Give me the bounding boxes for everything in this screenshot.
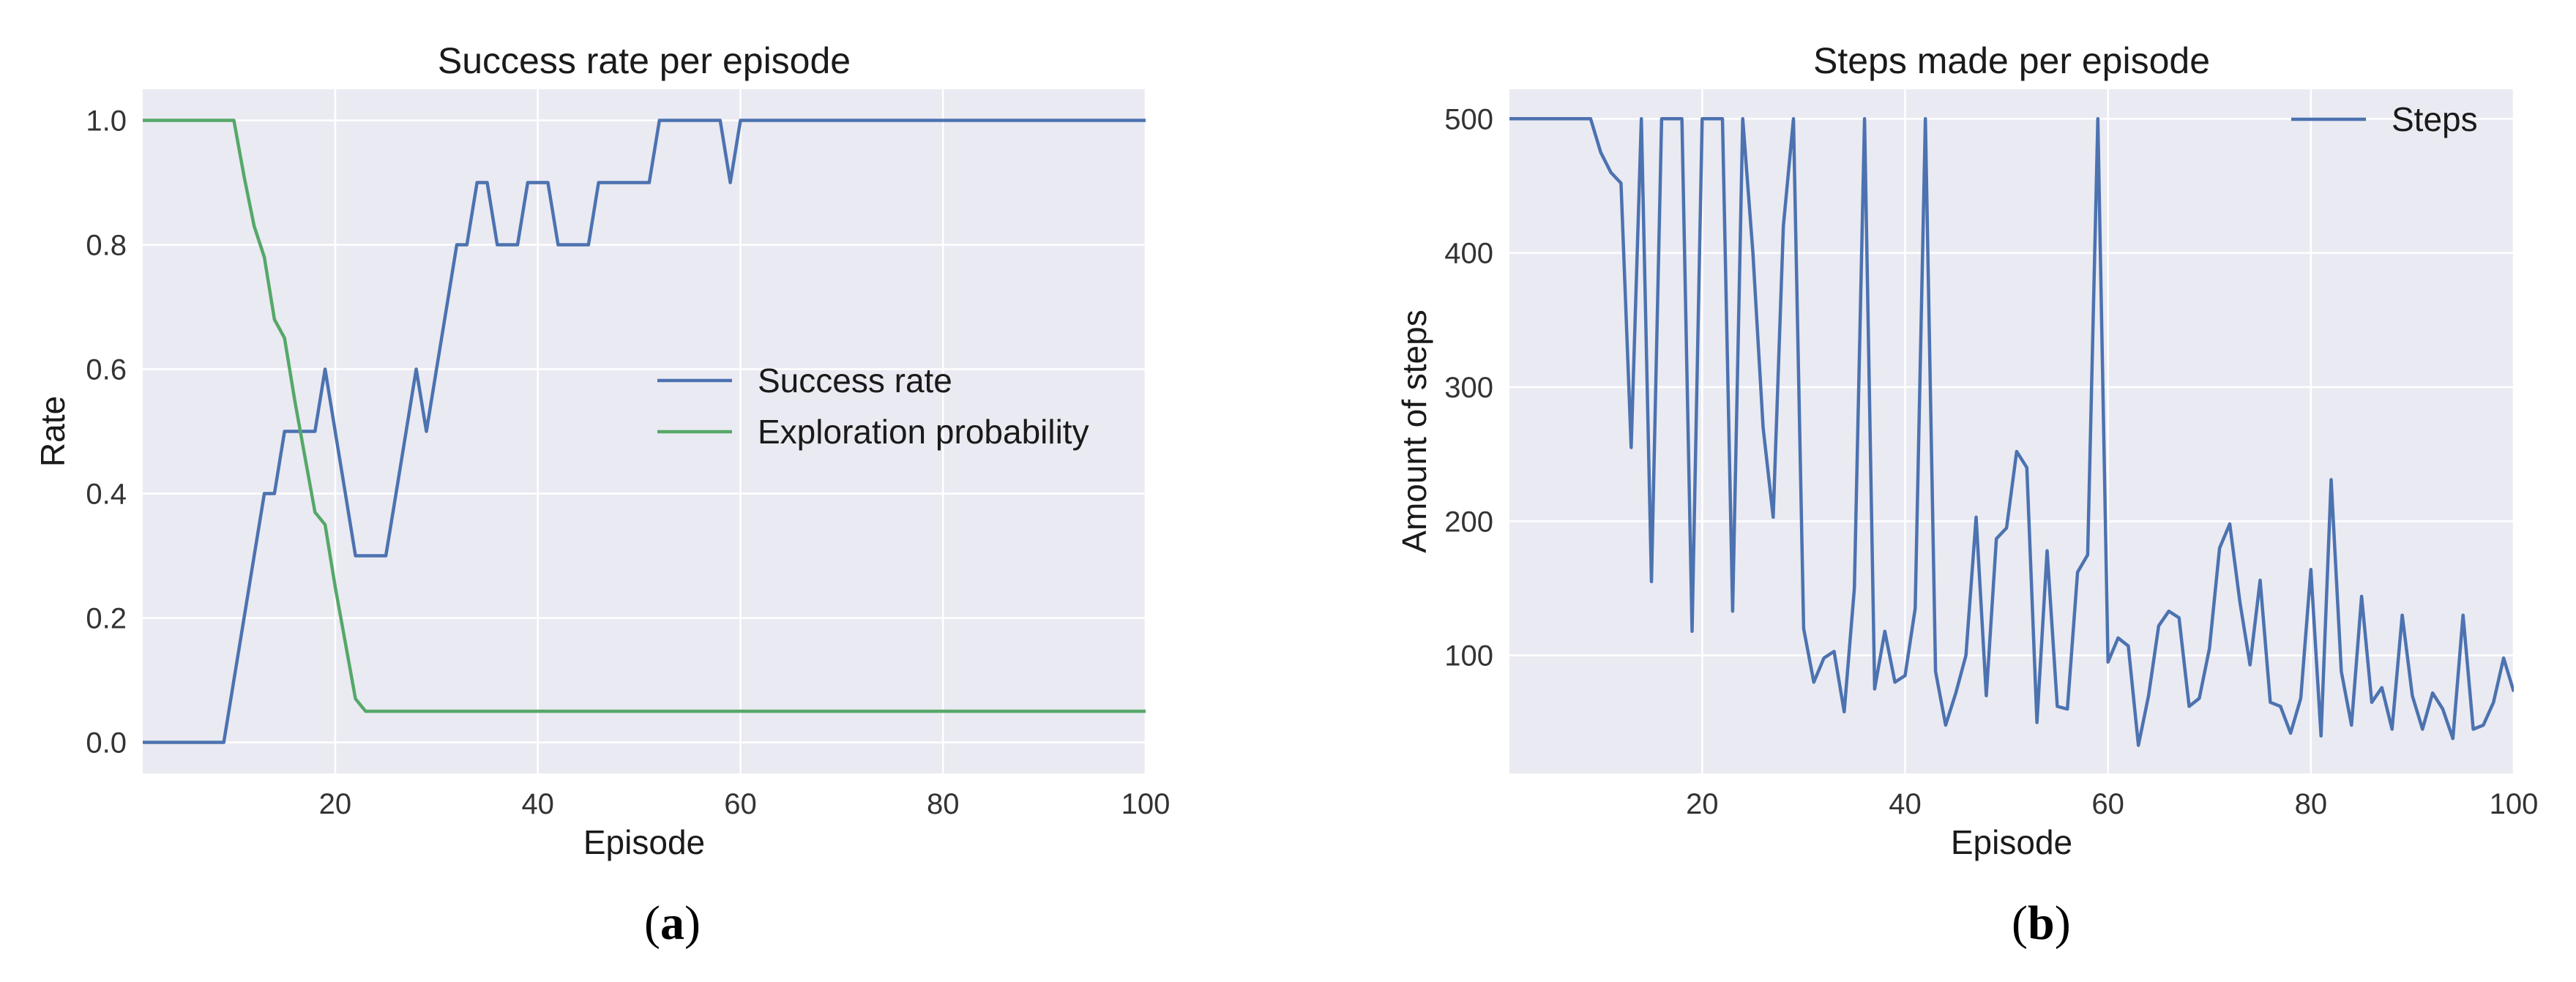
series-line-success-rate (143, 119, 1146, 744)
chart-a: 20 40 60 80 100 0.0 0.2 0.4 0.6 0.8 1.0 Success rat… (34, 40, 1170, 950)
x-tick-label: 100 (1121, 788, 1171, 820)
x-tick-label: 80 (2295, 788, 2328, 820)
x-tick-label: 60 (2091, 788, 2124, 820)
x-tick-label: 20 (1686, 788, 1719, 820)
y-tick-label: 0.2 (86, 603, 127, 635)
series-line-exploration-probability (143, 119, 1146, 713)
y-tick-label: 0.0 (86, 727, 127, 760)
x-axis-label: Episode (583, 823, 705, 861)
chart-title: Success rate per episode (438, 40, 851, 81)
y-tick-label: 0.6 (86, 354, 127, 386)
series-line-steps (1509, 117, 2514, 747)
legend-label: Success rate (758, 361, 952, 400)
subfigure-caption: (b) (2012, 896, 2071, 950)
legend-label: Steps (2392, 100, 2478, 138)
x-tick-label: 40 (521, 788, 554, 820)
caption-close-paren: ) (2055, 896, 2071, 950)
subfigure-caption: (a) (644, 896, 701, 950)
y-axis-label: Rate (34, 396, 72, 467)
caption-close-paren: ) (684, 896, 701, 950)
chart-title: Steps made per episode (1813, 40, 2210, 81)
y-tick-label: 1.0 (86, 105, 127, 138)
plot-background (1509, 89, 2514, 773)
y-tick-label: 0.8 (86, 230, 127, 262)
chart-b: 20 40 60 80 100 100 200 300 400 500 Steps made per… (1395, 40, 2538, 950)
y-tick-label: 200 (1444, 506, 1493, 538)
caption-letter: a (660, 896, 684, 950)
y-tick-label: 500 (1444, 103, 1493, 135)
y-tick-label: 300 (1444, 372, 1493, 404)
y-tick-label: 100 (1444, 640, 1493, 672)
y-tick-label: 0.4 (86, 479, 127, 511)
y-axis-label: Amount of steps (1395, 310, 1433, 552)
x-tick-label: 40 (1889, 788, 1922, 820)
x-tick-label: 80 (927, 788, 960, 820)
caption-letter: b (2028, 896, 2055, 950)
legend-label: Exploration probability (758, 413, 1089, 451)
y-tick-label: 400 (1444, 238, 1493, 270)
x-tick-label: 100 (2490, 788, 2539, 820)
caption-open-paren: ( (644, 896, 660, 950)
x-axis-label: Episode (1951, 823, 2072, 861)
caption-open-paren: ( (2012, 896, 2028, 950)
x-tick-label: 20 (319, 788, 352, 820)
x-tick-label: 60 (724, 788, 757, 820)
